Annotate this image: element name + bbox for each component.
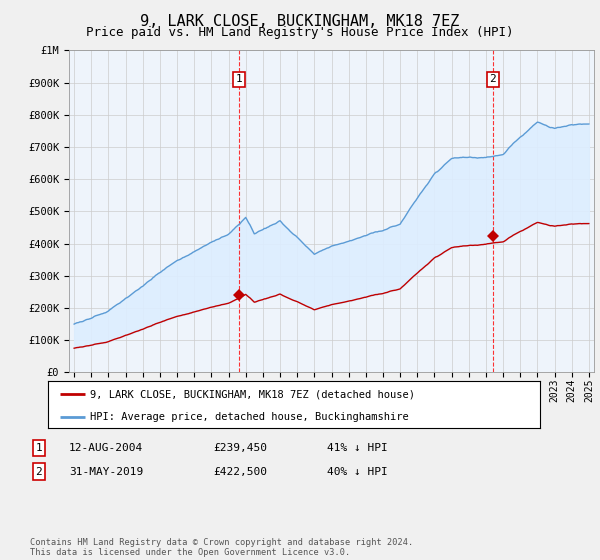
Text: 12-AUG-2004: 12-AUG-2004 <box>69 443 143 453</box>
Text: 31-MAY-2019: 31-MAY-2019 <box>69 466 143 477</box>
Text: £422,500: £422,500 <box>213 466 267 477</box>
Text: 2: 2 <box>35 466 43 477</box>
Text: 2: 2 <box>490 74 496 85</box>
Text: 40% ↓ HPI: 40% ↓ HPI <box>327 466 388 477</box>
Text: Price paid vs. HM Land Registry's House Price Index (HPI): Price paid vs. HM Land Registry's House … <box>86 26 514 39</box>
Text: 1: 1 <box>236 74 242 85</box>
Text: HPI: Average price, detached house, Buckinghamshire: HPI: Average price, detached house, Buck… <box>90 412 409 422</box>
Text: 9, LARK CLOSE, BUCKINGHAM, MK18 7EZ: 9, LARK CLOSE, BUCKINGHAM, MK18 7EZ <box>140 14 460 29</box>
Text: 41% ↓ HPI: 41% ↓ HPI <box>327 443 388 453</box>
Text: 9, LARK CLOSE, BUCKINGHAM, MK18 7EZ (detached house): 9, LARK CLOSE, BUCKINGHAM, MK18 7EZ (det… <box>90 389 415 399</box>
Text: Contains HM Land Registry data © Crown copyright and database right 2024.
This d: Contains HM Land Registry data © Crown c… <box>30 538 413 557</box>
Text: £239,450: £239,450 <box>213 443 267 453</box>
Text: 1: 1 <box>35 443 43 453</box>
